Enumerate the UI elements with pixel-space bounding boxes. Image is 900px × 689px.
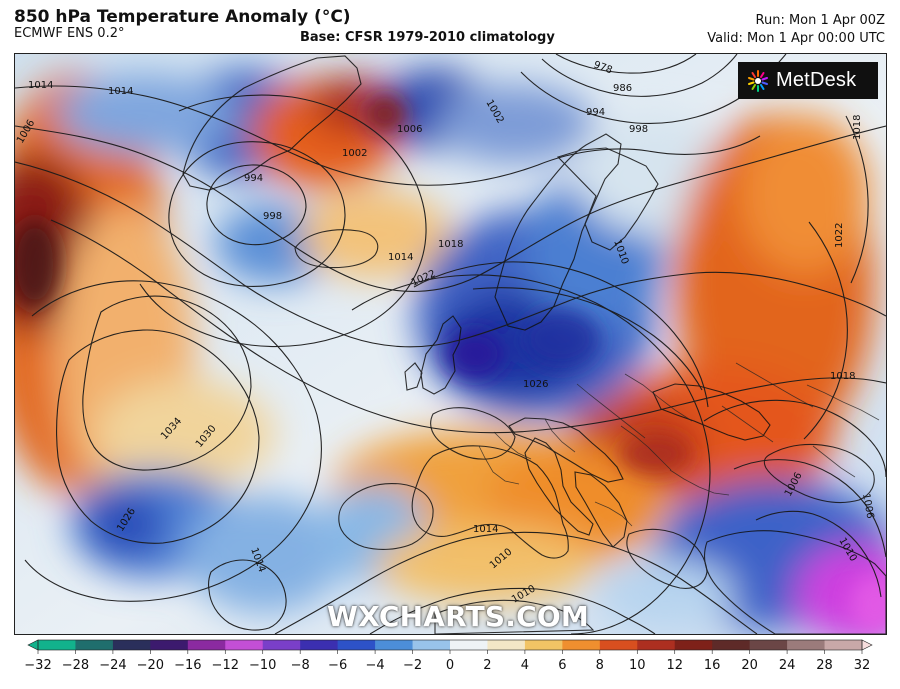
- isobar-label: 994: [586, 107, 605, 118]
- colorbar-bands: [38, 640, 863, 650]
- colorbar-band: [375, 640, 414, 650]
- isobars: [15, 54, 886, 634]
- colorbar-right-arrow: [861, 639, 873, 651]
- colorbar-tick-label: −28: [62, 658, 89, 673]
- colorbar-tick-label: 0: [446, 658, 454, 673]
- isobar-label: 998: [263, 211, 282, 222]
- colorbar-tick-label: 32: [854, 658, 871, 673]
- isobar-label: 998: [629, 124, 648, 135]
- isobar-label: 1014: [28, 80, 53, 91]
- colorbar-band: [599, 640, 638, 650]
- chart-title: 850 hPa Temperature Anomaly (°C): [14, 7, 351, 27]
- colorbar-ticks: −32 −28 −24 −20 −16 −12 −10 −8 −6 −4 −2 0 2 4 6 8 10 12 16…: [24, 650, 870, 673]
- colorbar-tick-label: 16: [704, 658, 721, 673]
- colorbar-band: [337, 640, 376, 650]
- metdesk-logo-icon: [748, 69, 768, 92]
- isobar-label: 1014: [388, 252, 413, 263]
- colorbar-band: [150, 640, 189, 650]
- colorbar-band: [562, 640, 601, 650]
- colorbar-tick-label: 28: [816, 658, 833, 673]
- colorbar-band: [38, 640, 77, 650]
- colorbar-band: [749, 640, 788, 650]
- colorbar-svg: −32 −28 −24 −20 −16 −12 −10 −8 −6 −4 −2 0 2 4 6 8 10 12 16…: [24, 639, 873, 673]
- colorbar-band: [187, 640, 226, 650]
- isobar-label: 1006: [860, 493, 875, 520]
- run-info: Run: Mon 1 Apr 00Z Valid: Mon 1 Apr 00:0…: [707, 12, 885, 47]
- colorbar-tick-label: −32: [24, 658, 51, 673]
- isobar-label: 1014: [108, 86, 133, 97]
- colorbar-band: [674, 640, 713, 650]
- coastlines: [182, 55, 886, 634]
- colorbar-tick-label: −24: [99, 658, 126, 673]
- run-label: Run: Mon 1 Apr 00Z: [755, 13, 885, 28]
- isobar-label: 1014: [473, 524, 498, 535]
- isobar-label: 1018: [852, 115, 863, 140]
- colorbar-band: [450, 640, 489, 650]
- colorbar-tick-label: −20: [137, 658, 164, 673]
- colorbar-tick-label: 6: [558, 658, 566, 673]
- colorbar-tick-label: −4: [366, 658, 385, 673]
- colorbar-tick-label: 10: [629, 658, 646, 673]
- isobar-label: 1006: [397, 124, 422, 135]
- colorbar: −32 −28 −24 −20 −16 −12 −10 −8 −6 −4 −2 0 2 4 6 8 10 12 16…: [24, 639, 873, 680]
- colorbar-band: [112, 640, 151, 650]
- wxcharts-watermark: WXCHARTS.COM: [327, 600, 589, 633]
- isobar-label: 1022: [834, 223, 845, 248]
- colorbar-band: [487, 640, 526, 650]
- model-label: ECMWF ENS 0.2°: [14, 25, 125, 41]
- colorbar-tick-label: 4: [521, 658, 529, 673]
- colorbar-band: [75, 640, 114, 650]
- colorbar-band: [824, 640, 863, 650]
- colorbar-band: [712, 640, 751, 650]
- colorbar-tick-label: −6: [328, 658, 347, 673]
- isobar-label: 1018: [830, 371, 855, 382]
- isobar-label: 1002: [342, 148, 367, 159]
- colorbar-band: [262, 640, 301, 650]
- isobar-label: 1026: [523, 379, 548, 390]
- colorbar-tick-label: −16: [174, 658, 201, 673]
- colorbar-tick-label: −2: [403, 658, 422, 673]
- colorbar-left-arrow: [27, 639, 39, 651]
- colorbar-tick-label: 12: [666, 658, 683, 673]
- anomaly-field: [15, 69, 886, 634]
- colorbar-band: [637, 640, 676, 650]
- title-block: 850 hPa Temperature Anomaly (°C) ECMWF E…: [14, 8, 351, 41]
- isobar-label: 1018: [438, 239, 463, 250]
- colorbar-tick-label: 24: [779, 658, 796, 673]
- colorbar-band: [787, 640, 826, 650]
- colorbar-tick-label: 8: [596, 658, 604, 673]
- colorbar-tick-label: 2: [483, 658, 491, 673]
- valid-label: Valid: Mon 1 Apr 00:00 UTC: [707, 30, 885, 46]
- isobar-label: 986: [613, 83, 632, 94]
- metdesk-logo-text: MetDesk: [776, 69, 857, 91]
- country-borders: [478, 362, 880, 527]
- metdesk-logo: MetDesk: [738, 62, 878, 99]
- isobar-label: 994: [244, 173, 263, 184]
- temperature-anomaly-map: 1014 1014 1006 1006 1002 994 998 1002 98…: [15, 54, 886, 634]
- colorbar-tick-label: 20: [741, 658, 758, 673]
- colorbar-band: [412, 640, 451, 650]
- base-climatology-label: Base: CFSR 1979-2010 climatology: [300, 30, 555, 45]
- map-frame: 1014 1014 1006 1006 1002 994 998 1002 98…: [14, 53, 887, 635]
- colorbar-tick-label: −12: [212, 658, 239, 673]
- colorbar-band: [300, 640, 339, 650]
- colorbar-tick-label: −10: [249, 658, 276, 673]
- colorbar-band: [225, 640, 264, 650]
- colorbar-tick-label: −8: [291, 658, 310, 673]
- colorbar-band: [524, 640, 563, 650]
